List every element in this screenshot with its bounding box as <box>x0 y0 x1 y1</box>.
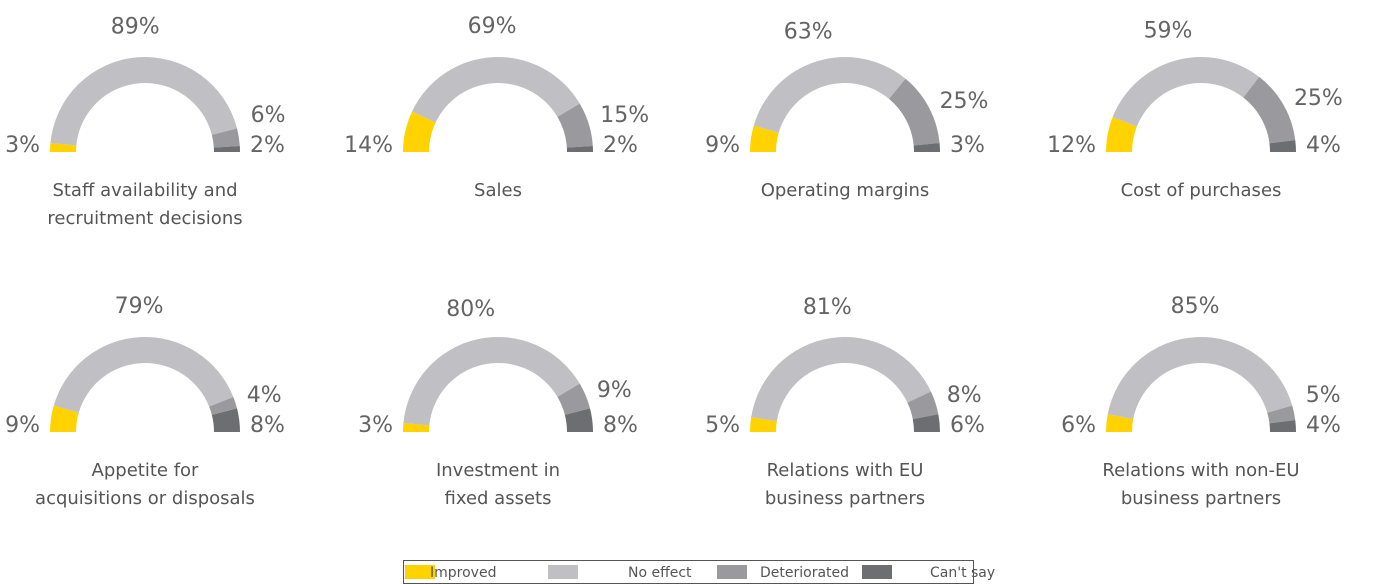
value-label: 89% <box>111 14 160 39</box>
arc-segment <box>888 78 940 146</box>
value-label: 81% <box>803 295 852 320</box>
legend-swatch <box>405 565 435 579</box>
value-label: 4% <box>1306 133 1341 158</box>
arc-segment <box>53 337 234 413</box>
chart-title: Cost of purchases <box>1121 180 1282 201</box>
value-label: 9% <box>705 133 740 158</box>
value-label: 85% <box>1171 294 1220 319</box>
value-label: 15% <box>600 103 649 128</box>
arc-segment <box>557 383 591 415</box>
arc-segment <box>1106 414 1134 432</box>
value-label: 69% <box>468 14 517 39</box>
value-label: 3% <box>950 133 985 158</box>
legend-label: Improved <box>430 565 496 581</box>
chart-title: Staff availability and <box>52 180 237 201</box>
chart-title: fixed assets <box>445 488 552 509</box>
value-label: 6% <box>1061 413 1096 438</box>
arc-segment <box>50 405 79 432</box>
chart-title: Investment in <box>436 460 560 481</box>
arc-segment <box>1267 405 1296 424</box>
arc-segment <box>412 56 580 123</box>
arc-segment <box>1243 76 1296 144</box>
arc-segment <box>912 414 940 432</box>
legend-swatch <box>862 565 892 579</box>
value-label: 12% <box>1047 133 1096 158</box>
value-label: 6% <box>251 103 286 128</box>
arc-segment <box>750 417 777 432</box>
arc-segment <box>566 146 593 152</box>
arc-segment <box>403 336 580 426</box>
arc-segment <box>751 336 931 422</box>
arc-segment <box>211 408 240 432</box>
arc-segment <box>213 146 240 152</box>
value-label: 8% <box>603 413 638 438</box>
value-label: 5% <box>705 413 740 438</box>
legend-label: No effect <box>628 565 692 581</box>
arc-segment <box>1106 117 1137 152</box>
value-label: 8% <box>947 383 982 408</box>
value-label: 3% <box>5 133 40 158</box>
arc-segment <box>1112 56 1260 127</box>
value-label: 2% <box>250 133 285 158</box>
arc-segment <box>1269 140 1296 152</box>
value-label: 2% <box>603 133 638 158</box>
chart-title: Sales <box>474 180 522 201</box>
arc-segment <box>50 56 238 146</box>
arc-segment <box>403 423 430 432</box>
value-label: 79% <box>115 294 164 319</box>
arc-segment <box>50 143 77 152</box>
arc-segment <box>209 397 238 415</box>
value-label: 6% <box>950 413 985 438</box>
value-label: 59% <box>1144 18 1193 43</box>
arc-segment <box>564 408 593 432</box>
value-label: 5% <box>1306 383 1341 408</box>
legend-swatch <box>548 565 578 579</box>
arc-segment <box>913 143 940 152</box>
value-label: 3% <box>358 413 393 438</box>
value-label: 8% <box>250 413 285 438</box>
arc-segment <box>753 57 906 133</box>
chart-title: Appetite for <box>92 460 200 481</box>
value-label: 4% <box>1306 413 1341 438</box>
value-label: 80% <box>446 297 495 322</box>
legend-label: Can't say <box>930 565 995 581</box>
value-label: 4% <box>247 383 282 408</box>
arc-segment <box>403 111 436 152</box>
value-label: 25% <box>940 89 989 114</box>
legend-label: Deteriorated <box>760 565 849 581</box>
chart-title: Relations with EU <box>767 460 924 481</box>
arc-segment <box>1107 336 1293 420</box>
arc-segment <box>211 128 240 148</box>
chart-title: business partners <box>765 488 925 509</box>
arc-segment <box>1269 420 1296 432</box>
arc-segment <box>557 103 593 148</box>
chart-title: recruitment decisions <box>47 208 242 229</box>
value-label: 25% <box>1294 86 1343 111</box>
arc-segment <box>750 125 779 152</box>
value-label: 9% <box>5 413 40 438</box>
chart-title: acquisitions or disposals <box>35 488 255 509</box>
chart-title: Operating margins <box>761 180 930 201</box>
chart-title: business partners <box>1121 488 1281 509</box>
arc-segment <box>907 391 939 420</box>
value-label: 9% <box>597 378 632 403</box>
chart-title: Relations with non-EU <box>1102 460 1299 481</box>
value-label: 63% <box>784 20 833 45</box>
legend-swatch <box>717 565 747 579</box>
value-label: 14% <box>344 133 393 158</box>
